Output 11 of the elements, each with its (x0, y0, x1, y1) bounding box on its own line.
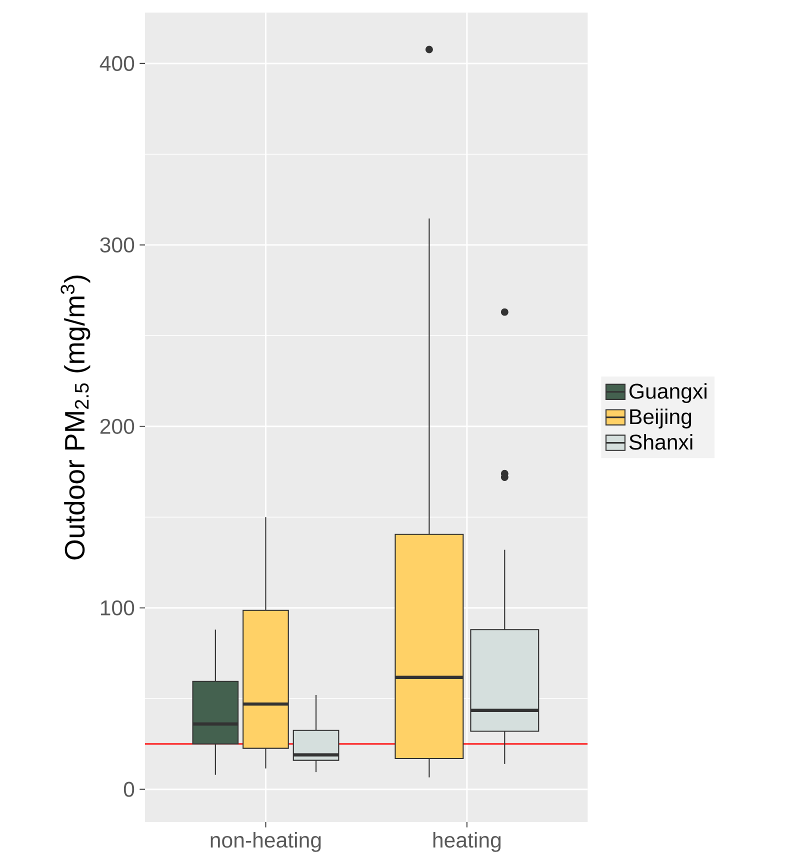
y-axis-title: Outdoor PM$_{2.5}$ (mg/m$^{3}$) (60, 276, 90, 560)
y-tick-label: 400 (100, 56, 134, 72)
legend-label: Beijing (630, 408, 692, 428)
legend-label: Guangxi (630, 383, 706, 404)
y-tick-label: 300 (100, 237, 134, 252)
x-tick-label: heating (433, 832, 501, 852)
y-tick-label: 0 (124, 782, 134, 797)
y-tick-label: 200 (100, 418, 134, 434)
y-tick-label: 100 (100, 600, 134, 616)
legend-label: Shanxi (629, 434, 692, 450)
x-tick-label: non-heating (210, 832, 321, 852)
